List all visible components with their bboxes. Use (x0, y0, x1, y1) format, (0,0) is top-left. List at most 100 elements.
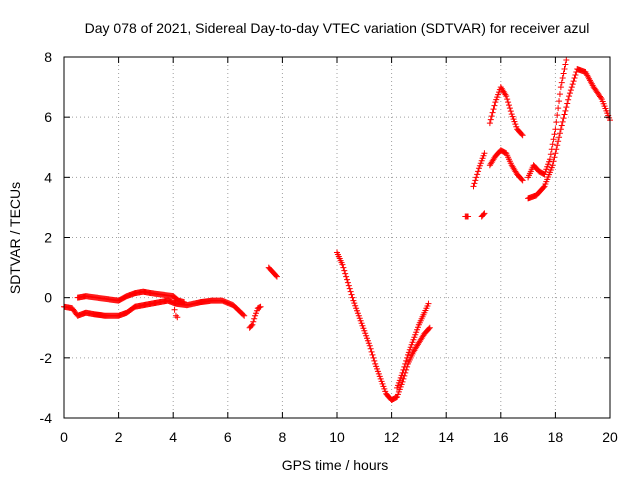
data-point (510, 116, 517, 123)
data-point (511, 118, 518, 125)
data-point (570, 78, 577, 85)
data-point (561, 66, 568, 73)
data-point (475, 165, 482, 172)
data-point (558, 122, 565, 129)
data-point (341, 267, 348, 274)
y-tick-label: 6 (44, 109, 52, 125)
x-tick-label: 14 (438, 429, 454, 445)
data-point (554, 142, 561, 149)
y-tick-label: 4 (44, 169, 52, 185)
data-point (365, 340, 372, 347)
data-point (362, 330, 369, 337)
data-point (563, 57, 570, 64)
data-point (547, 151, 554, 158)
data-point (556, 130, 563, 137)
data-point (342, 270, 349, 277)
data-point (380, 383, 387, 390)
data-point (562, 107, 569, 114)
data-point (543, 166, 550, 173)
data-point (549, 162, 556, 169)
data-point (512, 121, 519, 128)
data-point (346, 285, 353, 292)
data-point (495, 89, 502, 96)
data-point (566, 93, 573, 100)
data-point (273, 273, 280, 280)
data-point (407, 344, 414, 351)
data-point (562, 61, 569, 68)
data-point (544, 163, 551, 170)
data-point (363, 332, 370, 339)
data-point (171, 306, 178, 313)
data-point (556, 98, 563, 105)
data-point (495, 91, 502, 98)
data-point (396, 377, 403, 384)
data-point (368, 348, 375, 355)
data-point (353, 305, 360, 312)
data-point (549, 141, 556, 148)
x-tick-label: 8 (279, 429, 287, 445)
data-point (357, 317, 364, 324)
y-tick-label: 8 (44, 49, 52, 65)
data-point (486, 120, 493, 127)
data-point (398, 372, 405, 379)
data-point (568, 84, 575, 91)
data-point (426, 324, 433, 331)
data-point (519, 132, 526, 139)
data-point (340, 264, 347, 271)
x-tick-label: 20 (602, 429, 618, 445)
data-point (553, 119, 560, 126)
y-tick-label: 2 (44, 230, 52, 246)
data-point (349, 294, 356, 301)
data-point (471, 180, 478, 187)
data-point (504, 96, 511, 103)
data-point (552, 126, 559, 133)
data-point (404, 354, 411, 361)
data-point (355, 312, 362, 319)
data-point (503, 93, 510, 100)
data-point (248, 322, 255, 329)
data-point (250, 318, 257, 325)
data-point (364, 337, 371, 344)
data-point (493, 96, 500, 103)
y-tick-label: -4 (40, 410, 53, 426)
data-point (473, 174, 480, 181)
data-point (513, 123, 520, 130)
data-point (480, 211, 487, 218)
x-tick-label: 0 (60, 429, 68, 445)
data-point (551, 154, 558, 161)
data-point (476, 162, 483, 169)
chart-title: Day 078 of 2021, Sidereal Day-to-day VTE… (85, 20, 590, 36)
data-point (567, 87, 574, 94)
data-point (402, 360, 409, 367)
data-point (597, 94, 604, 101)
data-point (369, 351, 376, 358)
data-point (399, 369, 406, 376)
data-point (487, 116, 494, 123)
data-point (540, 184, 547, 191)
data-point (411, 334, 418, 341)
data-point (241, 312, 248, 319)
x-tick-label: 18 (548, 429, 564, 445)
data-point (555, 105, 562, 112)
axis-ticks: 0 2 4 6 8 10 12 14 16 18 20 -4 -2 0 2 4 6 8 (40, 49, 618, 445)
data-point (506, 105, 513, 112)
data-point (561, 111, 568, 118)
data-point (414, 324, 421, 331)
data-point (475, 168, 482, 175)
data-point (394, 384, 401, 391)
x-tick-label: 10 (329, 429, 345, 445)
data-point (400, 375, 407, 382)
data-point (394, 393, 401, 400)
data-point (240, 311, 247, 318)
data-point (378, 378, 385, 385)
data-point (509, 113, 516, 120)
data-point (413, 329, 420, 336)
data-point (344, 279, 351, 286)
data-point (491, 102, 498, 109)
data-point (472, 177, 479, 184)
x-axis-label: GPS time / hours (282, 457, 389, 473)
data-point (508, 111, 515, 118)
data-point (470, 183, 477, 190)
data-point (505, 102, 512, 109)
data-point (481, 150, 488, 157)
